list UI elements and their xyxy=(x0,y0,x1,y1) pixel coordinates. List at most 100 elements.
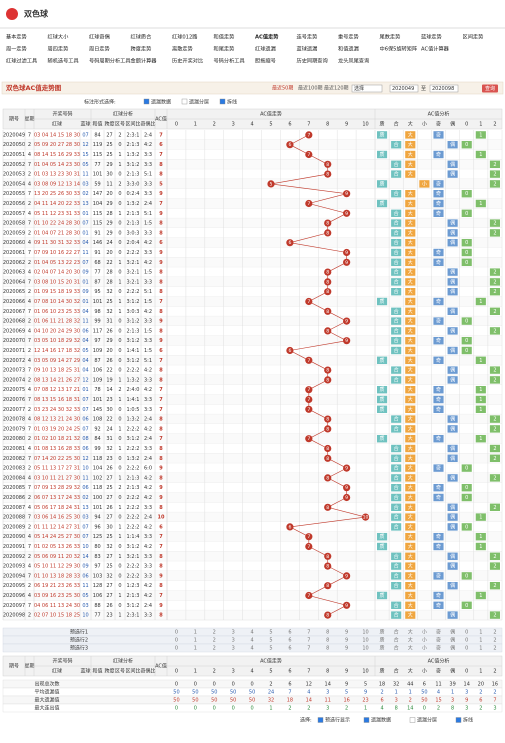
nav-link[interactable]: AC值走势 xyxy=(255,33,279,41)
analysis-mark xyxy=(433,386,444,394)
option-text[interactable]: 拆线 xyxy=(227,99,237,106)
option-text[interactable]: 遗漏数据 xyxy=(151,99,171,106)
footer-option[interactable]: 拆线 xyxy=(463,717,473,724)
to-input[interactable] xyxy=(429,84,459,93)
nav-link[interactable]: 尾数走势 xyxy=(380,33,401,41)
footer-option[interactable]: 遗漏分层 xyxy=(417,717,437,724)
nav-link[interactable]: 和值遗漏 xyxy=(338,45,359,53)
checkbox[interactable] xyxy=(409,717,416,723)
cell: 29 xyxy=(106,201,112,207)
nav-link[interactable]: 历史开奖对比 xyxy=(172,57,203,65)
nav-link[interactable]: AC值计算器 xyxy=(421,45,450,53)
nav-link[interactable]: 连号走势 xyxy=(297,33,318,41)
nav-link[interactable]: 周一走势 xyxy=(6,45,27,53)
query-text[interactable]: 查询 xyxy=(485,85,495,92)
footer-option[interactable]: 遗漏数据 xyxy=(371,717,391,724)
analysis-mark-label: 1 xyxy=(479,534,482,540)
analysis-mark-label: 大 xyxy=(408,367,413,374)
nav-link[interactable]: 周日走势 xyxy=(89,45,110,53)
range-link[interactable]: 最近120期 xyxy=(324,85,349,92)
nav-link[interactable]: 红球奇偶 xyxy=(89,33,110,41)
nav-link[interactable]: 和值走势 xyxy=(214,33,235,41)
preselect-row[interactable] xyxy=(2,643,503,653)
query-btn[interactable] xyxy=(482,84,498,93)
nav-link[interactable]: 和尾走势 xyxy=(214,45,235,53)
nav-link[interactable]: 红球012路 xyxy=(172,33,198,41)
cell: 01 xyxy=(82,230,88,236)
analysis-mark xyxy=(391,444,402,453)
stats-label: 最大连出值 xyxy=(34,705,59,712)
select-box[interactable] xyxy=(351,84,383,93)
cell: 2020067 xyxy=(3,309,25,315)
cell: 115 xyxy=(93,211,103,217)
nav-link[interactable]: 历史同期查询 xyxy=(297,57,328,65)
nav-link[interactable]: 号码分析工具 xyxy=(214,57,245,65)
preselect-cell: 6 xyxy=(288,646,291,652)
row-bg xyxy=(3,198,502,209)
analysis-mark-label: 2 xyxy=(493,181,496,187)
nav-link[interactable]: 区间走势 xyxy=(463,33,484,41)
to-text[interactable]: 2020098 xyxy=(432,86,454,92)
checkbox[interactable] xyxy=(181,98,188,105)
nav-link[interactable]: 随机选号工具 xyxy=(48,57,79,65)
nav-link[interactable]: 蓝球走势 xyxy=(421,33,442,41)
cell: 29 xyxy=(106,338,112,344)
ac-ball-label: 7 xyxy=(307,299,310,305)
nav-link[interactable]: 离散走势 xyxy=(172,45,193,53)
nav-link[interactable]: 红球过滤工具 xyxy=(6,57,37,65)
from-text[interactable]: 2020049 xyxy=(392,86,414,92)
cell: 2:1:3 xyxy=(127,475,140,481)
nav-link[interactable]: 龙头凤尾查询 xyxy=(338,57,369,65)
nav-link[interactable]: 周四走势 xyxy=(48,45,69,53)
nav-link[interactable]: 跨度走势 xyxy=(131,45,152,53)
analysis-mark xyxy=(405,542,416,551)
cell: 119 xyxy=(93,142,103,148)
checkbox[interactable] xyxy=(143,98,150,105)
cell: 87 xyxy=(94,279,100,285)
cell: 2:2:2 xyxy=(127,426,140,432)
analysis-mark xyxy=(489,327,500,335)
cell: 02 xyxy=(82,191,88,197)
nav-link[interactable]: 金额计算器 xyxy=(131,57,158,65)
footer-option[interactable]: 预选行显示 xyxy=(325,717,350,724)
analysis-mark-label: 合 xyxy=(394,249,399,256)
nav-link[interactable]: 基本走势 xyxy=(6,33,27,41)
from-input[interactable] xyxy=(389,84,419,93)
checkbox[interactable] xyxy=(219,98,226,105)
ac-ball-label: 9 xyxy=(345,485,348,491)
cell: 2 xyxy=(28,583,31,589)
range-link[interactable]: 最近100期 xyxy=(298,85,323,92)
nav-link[interactable]: 红球大小 xyxy=(48,33,70,41)
cell: 05 10 11 12 29 30 xyxy=(34,564,80,570)
cell: 01 02 05 13 26 33 xyxy=(34,544,80,550)
nav-link[interactable]: 号码周期分析工具 xyxy=(89,57,131,65)
ac-value: 8 xyxy=(159,172,163,178)
dist-col-label: 5 xyxy=(269,122,272,128)
preselect-cell: 7 xyxy=(307,638,310,644)
stats-value: 3 xyxy=(451,698,454,704)
analysis-mark xyxy=(391,562,402,570)
nav-link[interactable]: 蓝球遗漏 xyxy=(297,45,318,53)
analysis-mark xyxy=(433,180,444,188)
checkbox[interactable] xyxy=(363,717,370,723)
nav-link[interactable]: 重号走势 xyxy=(338,33,359,41)
cell: 1 xyxy=(118,377,121,383)
dist-col-label: 8 xyxy=(326,669,329,675)
analysis-mark-label: 1 xyxy=(479,436,482,442)
nav-link[interactable]: 中6保5旋转矩阵 xyxy=(380,45,418,53)
nav-link[interactable]: 红球质合 xyxy=(131,33,153,41)
row-bg xyxy=(3,531,502,542)
stats-value: 0 xyxy=(232,682,235,688)
checkbox[interactable] xyxy=(317,717,324,723)
nav-link[interactable]: 胆拖缩号 xyxy=(255,57,276,65)
analysis-mark xyxy=(461,239,472,247)
option-text[interactable]: 遗漏分层 xyxy=(189,99,209,106)
ac-ball xyxy=(343,493,351,502)
checkbox[interactable] xyxy=(455,717,462,723)
cell: 07 xyxy=(82,407,88,413)
analysis-mark xyxy=(405,297,416,306)
range-link[interactable]: 最近50期 xyxy=(272,85,293,92)
select-text[interactable]: 选择 xyxy=(354,85,364,92)
nav-link[interactable]: 红球遗漏 xyxy=(255,45,276,53)
analysis-mark xyxy=(391,503,402,511)
